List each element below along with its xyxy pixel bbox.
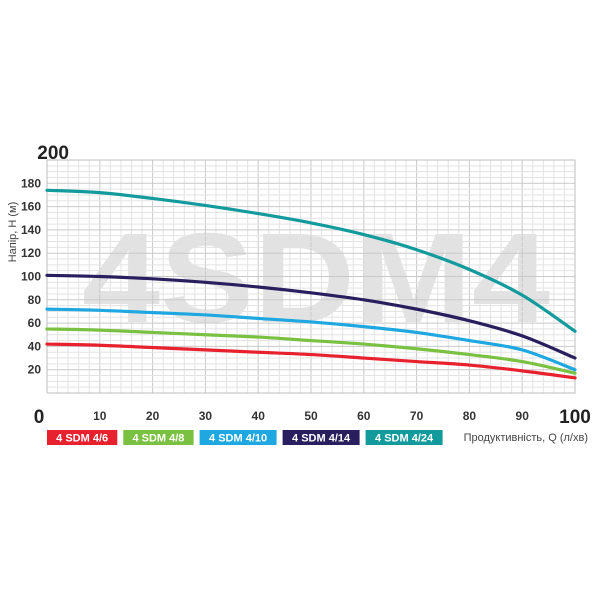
y-tick-label: 200 [37, 143, 69, 164]
x-tick-label: 30 [199, 409, 213, 423]
legend-swatch [123, 430, 194, 445]
legend-swatch [47, 430, 118, 445]
y-tick-label: 160 [21, 200, 41, 214]
y-tick-label: 120 [21, 246, 41, 260]
series-line-4-sdm-4-24 [45, 188, 577, 333]
y-tick-label: 60 [28, 316, 42, 330]
y-tick-label: 140 [21, 223, 41, 237]
x-tick-label: 100 [559, 407, 591, 428]
y-tick-label: 180 [21, 176, 41, 190]
legend-swatch [365, 430, 443, 445]
legend-label: 4 SDM 4/10 [209, 433, 267, 445]
legend-label: 4 SDM 4/6 [56, 433, 108, 445]
x-tick-label: 70 [410, 409, 424, 423]
y-tick-label: 40 [28, 339, 42, 353]
legend-label: 4 SDM 4/24 [375, 433, 434, 445]
x-tick-label: 60 [357, 409, 371, 423]
y-tick-label: 80 [28, 293, 42, 307]
series-line-4-sdm-4-14 [45, 273, 577, 360]
x-tick-label: 20 [146, 409, 160, 423]
y-tick-label: 100 [21, 270, 41, 284]
series-lines [45, 188, 577, 380]
x-tick-label: 0 [34, 407, 45, 428]
y-axis-ticks: 20 40 60 80 100 120 140 160 180 200 [21, 143, 69, 377]
x-axis-ticks: 0 10 20 30 40 50 60 70 80 90 100 [34, 407, 591, 428]
x-tick-label: 90 [516, 409, 530, 423]
legend-label: 4 SDM 4/8 [132, 433, 184, 445]
x-tick-label: 10 [93, 409, 107, 423]
legend-swatch [199, 430, 277, 445]
series-line-4-sdm-4-8 [45, 327, 577, 375]
series-line-4-sdm-4-10 [45, 307, 577, 372]
y-tick-label: 20 [28, 363, 42, 377]
legend-label: 4 SDM 4/14 [292, 433, 351, 445]
x-tick-label: 80 [463, 409, 477, 423]
legend: 4 SDM 4/6 4 SDM 4/8 4 SDM 4/10 4 SDM 4/14 4 … [47, 430, 443, 445]
series-line-4-sdm-4-6 [45, 342, 577, 380]
x-axis-label: Продуктивність, Q (л/хв) [464, 432, 588, 444]
x-tick-label: 50 [304, 409, 318, 423]
y-axis-label: Напір, H (м) [7, 202, 19, 263]
x-tick-label: 40 [252, 409, 266, 423]
legend-swatch [282, 430, 360, 445]
